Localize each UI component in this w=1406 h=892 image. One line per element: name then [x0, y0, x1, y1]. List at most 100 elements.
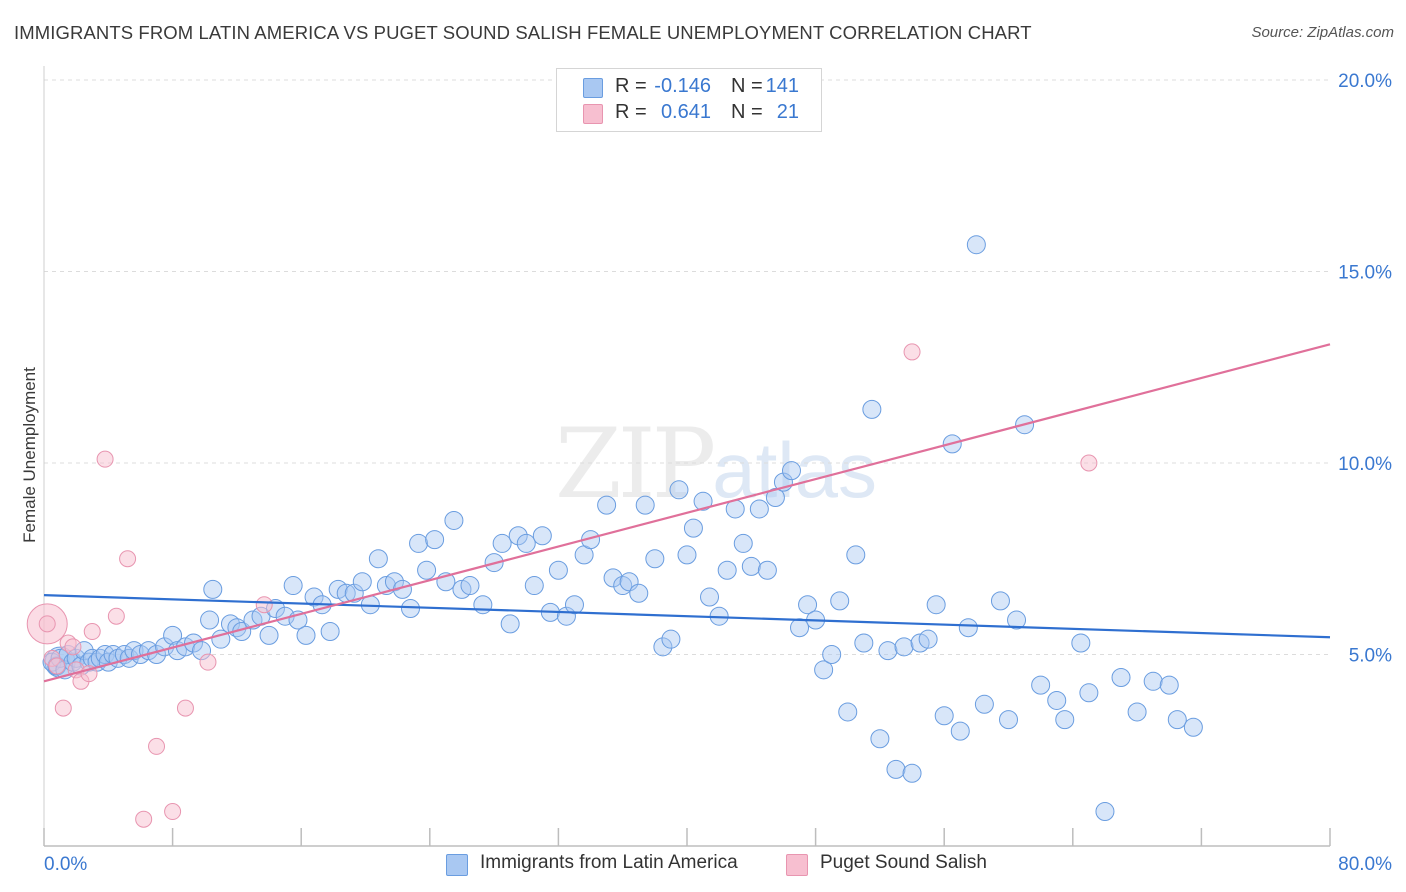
data-point: [368, 549, 388, 569]
bottom-legend-swatch-pink: [786, 854, 808, 876]
data-point: [966, 235, 986, 255]
data-point: [119, 550, 137, 568]
data-point: [661, 629, 681, 649]
data-point: [508, 526, 528, 546]
data-point: [516, 533, 536, 553]
data-point: [693, 491, 713, 511]
data-point: [902, 763, 922, 783]
bottom-legend-swatch-blue: [446, 854, 468, 876]
data-point: [203, 579, 223, 599]
data-point: [1047, 690, 1067, 710]
data-point: [749, 499, 769, 519]
data-point: [653, 637, 673, 657]
source-label: Source: ZipAtlas.com: [1251, 24, 1394, 41]
data-point: [524, 576, 544, 596]
correlation-legend: R = -0.146 N = 141 R = 0.641 N = 21: [556, 68, 822, 132]
data-point: [95, 645, 115, 664]
trend-line-latin-america: [43, 594, 1331, 639]
bottom-legend-label: Puget Sound Salish: [820, 852, 987, 873]
y-tick-label: 15.0%: [1338, 263, 1392, 284]
data-point: [1143, 671, 1163, 691]
y-tick-label: 5.0%: [1349, 646, 1392, 667]
data-point: [1183, 717, 1203, 737]
data-point: [259, 625, 279, 645]
legend-r-value: 0.641: [660, 101, 711, 123]
data-point: [846, 545, 866, 565]
legend-r-label: R =: [615, 75, 647, 97]
data-point: [384, 572, 404, 592]
data-point: [304, 587, 324, 607]
data-point: [320, 622, 340, 642]
data-point: [164, 803, 182, 821]
data-point: [1031, 675, 1051, 695]
data-point: [1055, 710, 1075, 730]
data-point: [781, 461, 801, 481]
data-point: [822, 645, 842, 664]
data-point: [854, 633, 874, 653]
data-point: [603, 568, 623, 588]
legend-row-puget-sound: R = 0.641 N = 21: [557, 101, 821, 127]
data-point: [1127, 702, 1147, 722]
data-point: [838, 702, 858, 722]
data-point: [1095, 802, 1115, 822]
data-point: [757, 560, 777, 580]
data-point: [401, 599, 421, 619]
y-tick-label: 20.0%: [1338, 71, 1392, 92]
data-point: [163, 625, 183, 645]
data-point: [790, 618, 810, 638]
legend-swatch-blue: [583, 78, 603, 98]
legend-row-latin-america: R = -0.146 N = 141: [557, 75, 821, 101]
data-point: [83, 623, 101, 641]
data-point: [717, 560, 737, 580]
data-point: [1007, 610, 1027, 630]
legend-r-value: -0.146: [654, 75, 711, 97]
y-tick-label: 10.0%: [1338, 454, 1392, 475]
data-point: [54, 699, 72, 717]
data-point: [683, 518, 703, 538]
x-tick-label: 0.0%: [44, 854, 87, 875]
data-point: [974, 694, 994, 714]
data-point: [96, 450, 114, 468]
data-point: [135, 810, 153, 828]
data-point: [425, 530, 445, 550]
data-point: [990, 591, 1010, 611]
data-point: [1167, 710, 1187, 730]
data-point: [741, 556, 761, 576]
data-point: [669, 480, 689, 500]
data-point: [176, 699, 194, 717]
data-point: [1080, 454, 1098, 472]
data-point: [1071, 633, 1091, 653]
trend-line-puget-sound: [43, 343, 1331, 683]
data-point: [830, 591, 850, 611]
data-point: [677, 545, 697, 565]
legend-n-value: 141: [765, 75, 799, 97]
data-point: [635, 495, 655, 515]
x-tick-label: 80.0%: [1338, 854, 1392, 875]
data-point: [700, 587, 720, 607]
data-point: [645, 549, 665, 569]
data-point: [1079, 683, 1099, 703]
data-point: [532, 526, 552, 546]
data-point: [870, 729, 890, 749]
data-point: [999, 710, 1018, 730]
watermark-zip: ZIP: [555, 408, 716, 520]
data-point: [733, 533, 753, 553]
data-point: [200, 610, 220, 630]
legend-n-label: N =: [731, 75, 763, 97]
data-point: [564, 595, 584, 615]
data-point: [255, 596, 273, 614]
data-point: [1159, 675, 1179, 695]
data-point: [903, 343, 921, 361]
data-point: [934, 706, 954, 726]
data-point: [798, 595, 818, 615]
data-point: [283, 576, 303, 596]
data-point: [107, 607, 125, 625]
data-point: [199, 653, 217, 671]
data-point: [296, 625, 316, 645]
data-point: [958, 618, 978, 638]
legend-n-label: N =: [731, 101, 763, 123]
data-point: [548, 560, 568, 580]
data-point: [64, 638, 82, 656]
data-point: [862, 399, 882, 419]
